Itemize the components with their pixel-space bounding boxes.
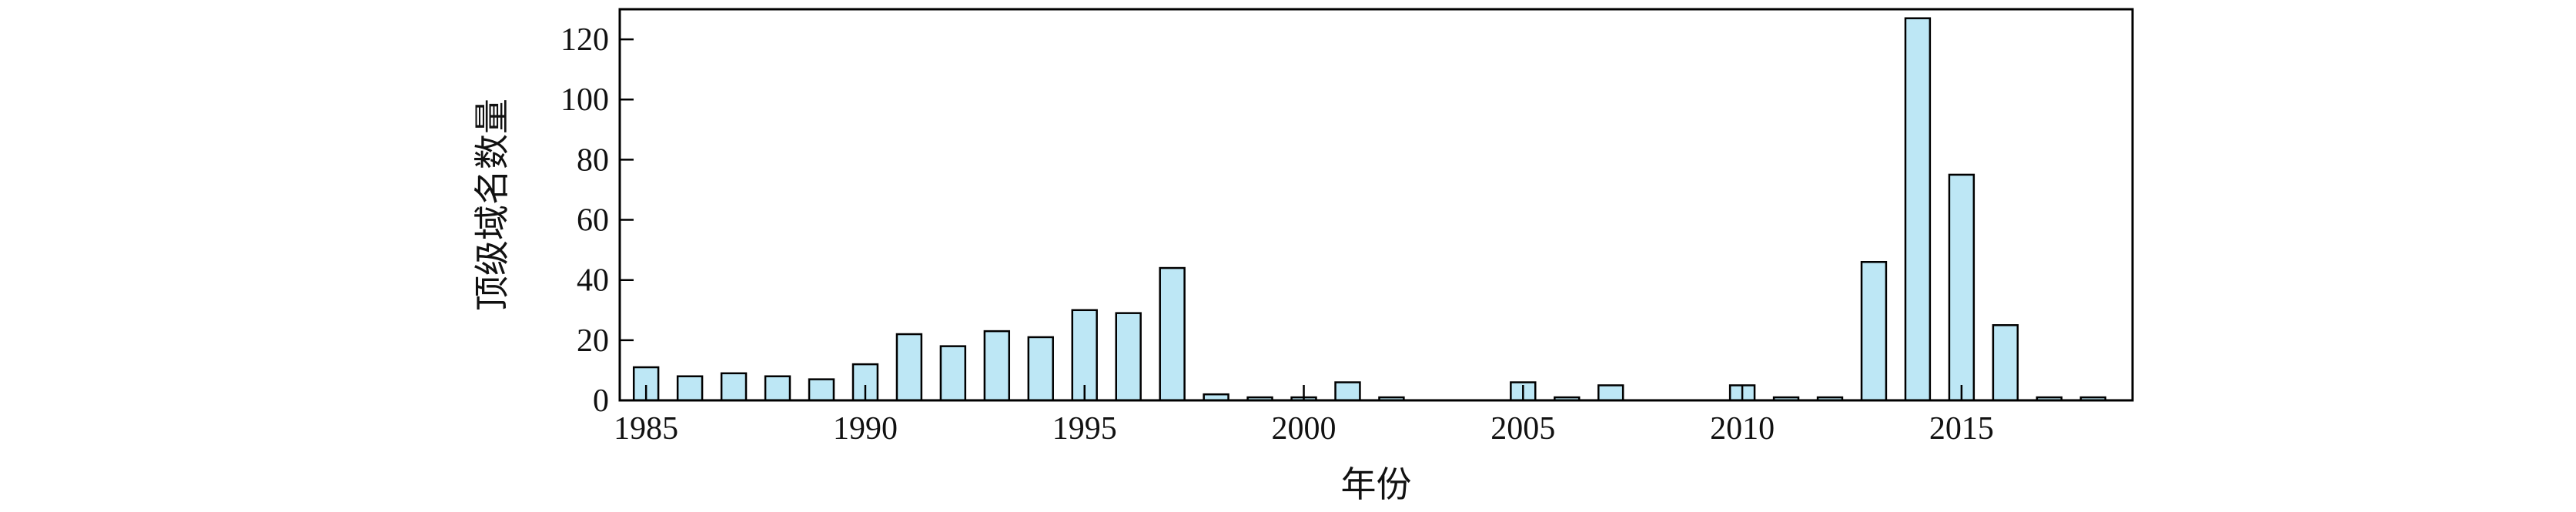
bar-1996 <box>1115 312 1142 402</box>
bar-2015 <box>1948 173 1975 402</box>
x-axis-title: 年份 <box>1341 463 1412 505</box>
y-tick-label-60: 60 <box>577 203 609 239</box>
bar-1997 <box>1159 266 1186 402</box>
x-tick-label-2015: 2015 <box>1929 411 1994 447</box>
bar-2013 <box>1860 260 1888 402</box>
y-axis-title: 顶级域名数量 <box>471 99 513 311</box>
bar-1993 <box>983 330 1011 402</box>
bar-1992 <box>939 345 967 402</box>
y-tick-label-80: 80 <box>577 142 609 178</box>
bar-2007 <box>1597 384 1624 402</box>
y-tick-label-20: 20 <box>577 323 609 359</box>
tick-labels-group: 1985 1990 1995 2000 2005 2010 2015 0 20 40 60 80 100… <box>560 22 1994 447</box>
x-tick-label-1990: 1990 <box>833 411 898 447</box>
plot-frame <box>618 8 2134 402</box>
bar-1988 <box>764 375 791 402</box>
x-tick-label-1995: 1995 <box>1052 411 1117 447</box>
bar-2014 <box>1904 17 1932 402</box>
ticks-group <box>620 38 1963 402</box>
y-tick-label-0: 0 <box>593 383 609 419</box>
bars-group <box>632 17 2106 402</box>
x-tick-label-1985: 1985 <box>614 411 678 447</box>
bar-1994 <box>1027 336 1054 402</box>
y-tick-label-120: 120 <box>560 22 609 58</box>
bar-2001 <box>1334 381 1361 402</box>
bar-1991 <box>895 333 923 402</box>
bar-2016 <box>1992 324 2019 402</box>
x-tick-label-2005: 2005 <box>1490 411 1555 447</box>
x-tick-label-2000: 2000 <box>1272 411 1337 447</box>
x-tick-label-2010: 2010 <box>1710 411 1775 447</box>
bar-1989 <box>808 378 835 402</box>
y-tick-label-40: 40 <box>577 263 609 299</box>
bar-1986 <box>676 375 704 402</box>
bar-1987 <box>720 372 748 402</box>
y-tick-label-100: 100 <box>560 82 609 118</box>
